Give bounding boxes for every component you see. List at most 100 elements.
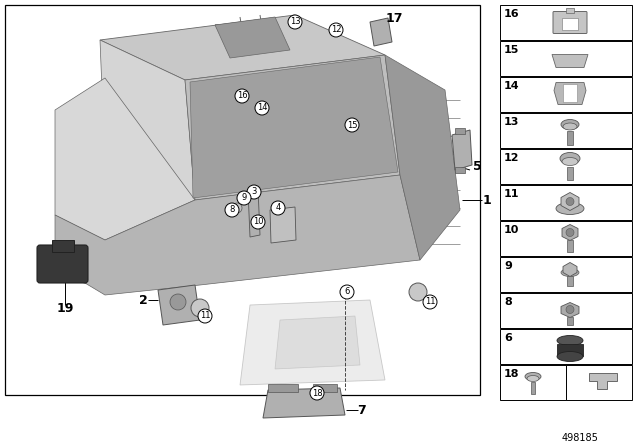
Text: 8: 8 xyxy=(229,206,235,215)
Polygon shape xyxy=(100,40,195,200)
Bar xyxy=(500,77,632,112)
Bar xyxy=(500,329,632,364)
Text: 17: 17 xyxy=(385,12,403,25)
Polygon shape xyxy=(561,193,579,211)
Text: 12: 12 xyxy=(504,153,520,163)
Ellipse shape xyxy=(561,120,579,129)
Text: 15: 15 xyxy=(347,121,357,129)
Text: 18: 18 xyxy=(504,369,520,379)
Text: 13: 13 xyxy=(504,117,520,127)
Bar xyxy=(500,185,632,220)
Polygon shape xyxy=(275,316,360,369)
Circle shape xyxy=(566,228,574,237)
Ellipse shape xyxy=(561,268,579,276)
Text: 14: 14 xyxy=(257,103,268,112)
Bar xyxy=(5,5,480,395)
Ellipse shape xyxy=(556,202,584,215)
Bar xyxy=(563,85,577,103)
Text: 19: 19 xyxy=(56,302,74,314)
Text: 15: 15 xyxy=(504,45,520,55)
Text: 6: 6 xyxy=(344,288,349,297)
Ellipse shape xyxy=(562,158,578,165)
Text: 3: 3 xyxy=(252,188,257,197)
Polygon shape xyxy=(562,224,578,241)
Text: 8: 8 xyxy=(504,297,512,307)
Polygon shape xyxy=(552,55,588,68)
Text: 12: 12 xyxy=(331,26,341,34)
Ellipse shape xyxy=(557,352,583,362)
Circle shape xyxy=(255,101,269,115)
Polygon shape xyxy=(158,285,200,325)
Text: 11: 11 xyxy=(504,189,520,199)
Circle shape xyxy=(191,299,209,317)
Circle shape xyxy=(225,203,239,217)
Polygon shape xyxy=(185,55,400,200)
Circle shape xyxy=(235,89,249,103)
Bar xyxy=(567,168,573,181)
Polygon shape xyxy=(563,263,577,276)
Polygon shape xyxy=(215,17,290,58)
Bar xyxy=(567,241,573,253)
FancyBboxPatch shape xyxy=(553,12,587,34)
Bar xyxy=(500,257,632,292)
Text: 2: 2 xyxy=(139,293,147,306)
Circle shape xyxy=(423,295,437,309)
Circle shape xyxy=(247,185,261,199)
Bar xyxy=(566,365,632,400)
FancyBboxPatch shape xyxy=(37,245,88,283)
Bar xyxy=(268,384,298,392)
Polygon shape xyxy=(55,175,420,295)
Polygon shape xyxy=(100,15,385,80)
Circle shape xyxy=(271,201,285,215)
Text: 4: 4 xyxy=(275,203,280,212)
Circle shape xyxy=(340,285,354,299)
Bar xyxy=(52,240,74,252)
Bar xyxy=(500,365,566,400)
Text: 9: 9 xyxy=(504,261,512,271)
Bar xyxy=(566,9,574,13)
Text: 10: 10 xyxy=(504,225,520,235)
Circle shape xyxy=(170,294,186,310)
Text: 11: 11 xyxy=(200,311,211,320)
Bar xyxy=(455,128,465,134)
Ellipse shape xyxy=(525,372,541,380)
Polygon shape xyxy=(452,130,472,170)
Polygon shape xyxy=(240,300,385,385)
Text: 16: 16 xyxy=(237,91,247,100)
Bar xyxy=(531,383,535,395)
Ellipse shape xyxy=(527,375,539,382)
Polygon shape xyxy=(561,302,579,318)
Text: 18: 18 xyxy=(312,388,323,397)
Polygon shape xyxy=(370,18,392,46)
Circle shape xyxy=(566,198,574,206)
Text: 10: 10 xyxy=(253,217,263,227)
Circle shape xyxy=(288,15,302,29)
Ellipse shape xyxy=(560,152,580,164)
Bar xyxy=(500,5,632,40)
Bar xyxy=(567,276,573,287)
Text: 498185: 498185 xyxy=(561,433,598,443)
Text: 1: 1 xyxy=(483,194,492,207)
Polygon shape xyxy=(190,57,398,198)
Ellipse shape xyxy=(563,123,577,130)
Circle shape xyxy=(310,386,324,400)
Text: 16: 16 xyxy=(504,9,520,19)
Circle shape xyxy=(251,215,265,229)
Polygon shape xyxy=(385,55,460,260)
Polygon shape xyxy=(55,78,195,240)
Bar xyxy=(500,293,632,328)
Circle shape xyxy=(198,309,212,323)
Text: 6: 6 xyxy=(504,333,512,343)
Bar xyxy=(567,132,573,146)
Text: 14: 14 xyxy=(504,81,520,91)
Bar xyxy=(562,18,578,30)
Ellipse shape xyxy=(557,336,583,345)
Bar xyxy=(455,167,465,173)
Circle shape xyxy=(409,283,427,301)
Bar xyxy=(567,318,573,326)
Polygon shape xyxy=(589,373,617,389)
Bar xyxy=(500,221,632,256)
Circle shape xyxy=(232,203,242,213)
Text: 11: 11 xyxy=(425,297,435,306)
Bar xyxy=(500,41,632,76)
